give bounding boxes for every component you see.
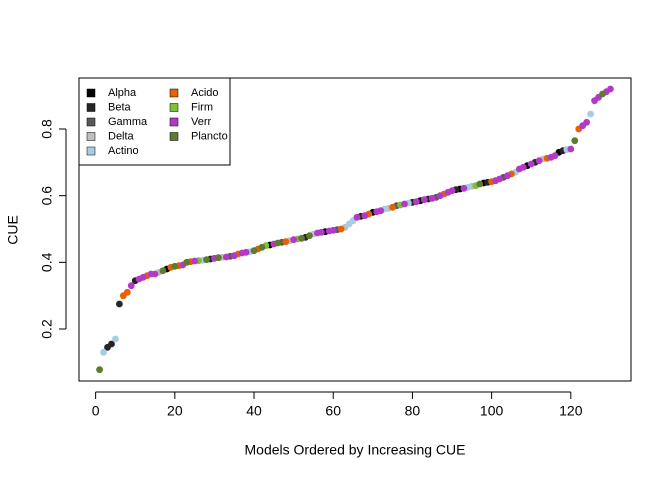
point xyxy=(290,236,298,244)
point xyxy=(298,234,305,242)
point xyxy=(448,187,456,195)
point xyxy=(230,252,238,260)
point xyxy=(222,253,230,261)
point xyxy=(306,232,313,240)
legend-label: Firm xyxy=(191,101,213,113)
point xyxy=(428,194,436,202)
point xyxy=(504,172,511,180)
point xyxy=(476,180,484,188)
point xyxy=(183,258,191,266)
point xyxy=(214,254,222,262)
point xyxy=(412,198,420,206)
point xyxy=(377,207,385,215)
point xyxy=(496,175,503,183)
legend-label: Plancto xyxy=(191,130,228,142)
y-tick-label: 0.2 xyxy=(39,319,55,339)
x-tick-label: 40 xyxy=(246,403,262,419)
x-tick-label: 20 xyxy=(167,403,183,419)
point xyxy=(112,335,119,343)
x-axis-label: Models Ordered by Increasing CUE xyxy=(245,442,466,458)
x-tick-label: 100 xyxy=(480,403,504,419)
point xyxy=(159,267,167,275)
point xyxy=(583,118,591,126)
legend-swatch xyxy=(86,88,96,98)
legend-swatch xyxy=(169,103,179,112)
point xyxy=(361,212,369,220)
point xyxy=(519,163,527,171)
point xyxy=(353,213,361,221)
legend-label: Gamma xyxy=(108,116,148,128)
point xyxy=(203,256,210,264)
point xyxy=(139,273,147,281)
point xyxy=(100,348,107,356)
point xyxy=(587,110,595,118)
point xyxy=(401,200,408,208)
point xyxy=(258,243,266,251)
legend-swatch xyxy=(169,132,179,141)
point xyxy=(282,238,290,246)
legend-label: Verr xyxy=(191,116,212,128)
legend-swatch xyxy=(86,103,96,112)
y-tick-label: 0.6 xyxy=(39,186,55,206)
point xyxy=(191,257,199,265)
legend-swatch xyxy=(169,88,179,98)
y-tick-label: 0.4 xyxy=(39,252,55,272)
x-tick-label: 80 xyxy=(405,403,421,419)
point xyxy=(599,90,606,98)
point xyxy=(460,184,468,192)
plot-box xyxy=(78,77,632,382)
point xyxy=(123,288,131,296)
point xyxy=(389,203,397,211)
point xyxy=(242,248,250,256)
point xyxy=(527,160,535,168)
point xyxy=(151,270,159,278)
point xyxy=(96,366,103,374)
legend-box xyxy=(78,77,231,166)
point xyxy=(571,137,579,145)
point xyxy=(115,300,123,308)
x-tick-label: 0 xyxy=(92,403,100,419)
legend-swatch xyxy=(169,117,179,127)
point xyxy=(329,226,337,234)
legend-swatch xyxy=(86,117,96,127)
point xyxy=(108,340,115,348)
legend-label: Acido xyxy=(191,87,219,99)
legend-swatch xyxy=(86,146,96,156)
y-axis-label: CUE xyxy=(5,215,21,245)
y-tick-label: 0.8 xyxy=(39,119,55,139)
point xyxy=(551,152,559,160)
x-tick-label: 120 xyxy=(559,403,583,419)
legend-label: Beta xyxy=(108,101,132,113)
point xyxy=(436,192,444,200)
point xyxy=(171,262,179,270)
point xyxy=(250,247,258,255)
point xyxy=(127,282,135,290)
legend-swatch xyxy=(86,132,96,141)
point xyxy=(274,239,282,247)
point xyxy=(337,225,345,233)
point xyxy=(607,85,614,93)
point xyxy=(420,196,428,204)
point xyxy=(317,228,325,236)
legend-label: Alpha xyxy=(108,87,137,99)
point xyxy=(567,145,575,153)
legend-label: Delta xyxy=(108,130,135,142)
point xyxy=(535,157,543,165)
x-tick-label: 60 xyxy=(325,403,341,419)
legend-label: Actino xyxy=(108,145,139,157)
